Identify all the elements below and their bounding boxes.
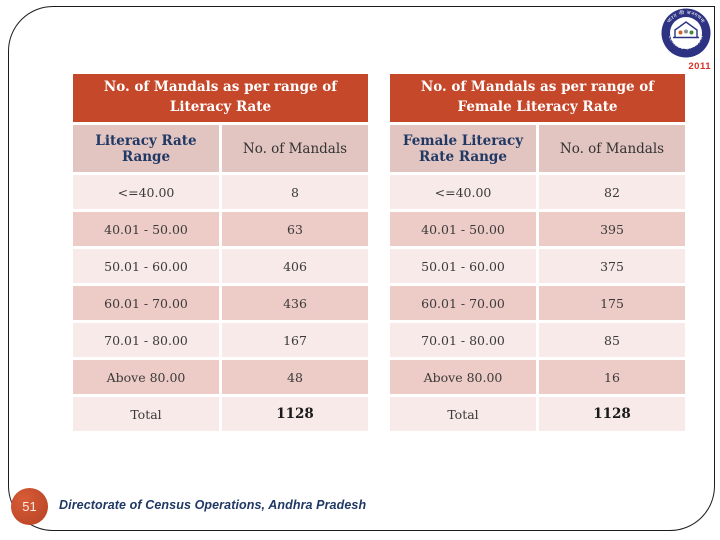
table-row: 50.01 - 60.00 375: [390, 249, 685, 283]
cell-value: 406: [222, 249, 368, 283]
column-header-mandals: No. of Mandals: [222, 125, 368, 172]
column-header-range: Female Literacy Rate Range: [390, 125, 536, 172]
cell-range: 40.01 - 50.00: [73, 212, 219, 246]
page-number-badge: 51: [11, 488, 48, 525]
total-row: Total 1128: [390, 397, 685, 431]
cell-value: 436: [222, 286, 368, 320]
cell-value: 16: [539, 360, 685, 394]
female-literacy-rate-table: No. of Mandals as per range of Female Li…: [387, 71, 688, 434]
table-row: 50.01 - 60.00 406: [73, 249, 368, 283]
cell-range: 50.01 - 60.00: [390, 249, 536, 283]
cell-range: 40.01 - 50.00: [390, 212, 536, 246]
logo-year: 2011: [688, 61, 711, 72]
total-label: Total: [73, 397, 219, 431]
cell-range: 60.01 - 70.00: [73, 286, 219, 320]
table-row: <=40.00 8: [73, 175, 368, 209]
table-title: No. of Mandals as per range of Literacy …: [73, 74, 368, 122]
table-row: 60.01 - 70.00 175: [390, 286, 685, 320]
table-row: 40.01 - 50.00 63: [73, 212, 368, 246]
cell-value: 395: [539, 212, 685, 246]
column-header-range: Literacy Rate Range: [73, 125, 219, 172]
cell-value: 63: [222, 212, 368, 246]
cell-range: 50.01 - 60.00: [73, 249, 219, 283]
cell-value: 48: [222, 360, 368, 394]
cell-range: <=40.00: [73, 175, 219, 209]
cell-range: 60.01 - 70.00: [390, 286, 536, 320]
cell-value: 167: [222, 323, 368, 357]
cell-range: Above 80.00: [73, 360, 219, 394]
table-row: 70.01 - 80.00 85: [390, 323, 685, 357]
total-value: 1128: [222, 397, 368, 431]
total-value: 1128: [539, 397, 685, 431]
page-number: 51: [22, 499, 37, 514]
census-emblem-icon: भारत की जनगणना CENSUS OF INDIA: [661, 8, 711, 58]
cell-range: 70.01 - 80.00: [73, 323, 219, 357]
table-row: <=40.00 82: [390, 175, 685, 209]
total-label: Total: [390, 397, 536, 431]
table-row: Above 80.00 48: [73, 360, 368, 394]
table-row: Above 80.00 16: [390, 360, 685, 394]
logo-house-icon: [673, 21, 699, 39]
cell-value: 82: [539, 175, 685, 209]
total-row: Total 1128: [73, 397, 368, 431]
table-row: 40.01 - 50.00 395: [390, 212, 685, 246]
cell-range: <=40.00: [390, 175, 536, 209]
table-row: 70.01 - 80.00 167: [73, 323, 368, 357]
cell-value: 8: [222, 175, 368, 209]
cell-value: 375: [539, 249, 685, 283]
cell-range: Above 80.00: [390, 360, 536, 394]
table-row: 60.01 - 70.00 436: [73, 286, 368, 320]
cell-value: 85: [539, 323, 685, 357]
column-header-mandals: No. of Mandals: [539, 125, 685, 172]
literacy-rate-table: No. of Mandals as per range of Literacy …: [70, 71, 371, 434]
footer-text: Directorate of Census Operations, Andhra…: [59, 498, 367, 512]
cell-range: 70.01 - 80.00: [390, 323, 536, 357]
table-title: No. of Mandals as per range of Female Li…: [390, 74, 685, 122]
census-of-india-logo: भारत की जनगणना CENSUS OF INDIA 2011: [657, 7, 715, 72]
cell-value: 175: [539, 286, 685, 320]
